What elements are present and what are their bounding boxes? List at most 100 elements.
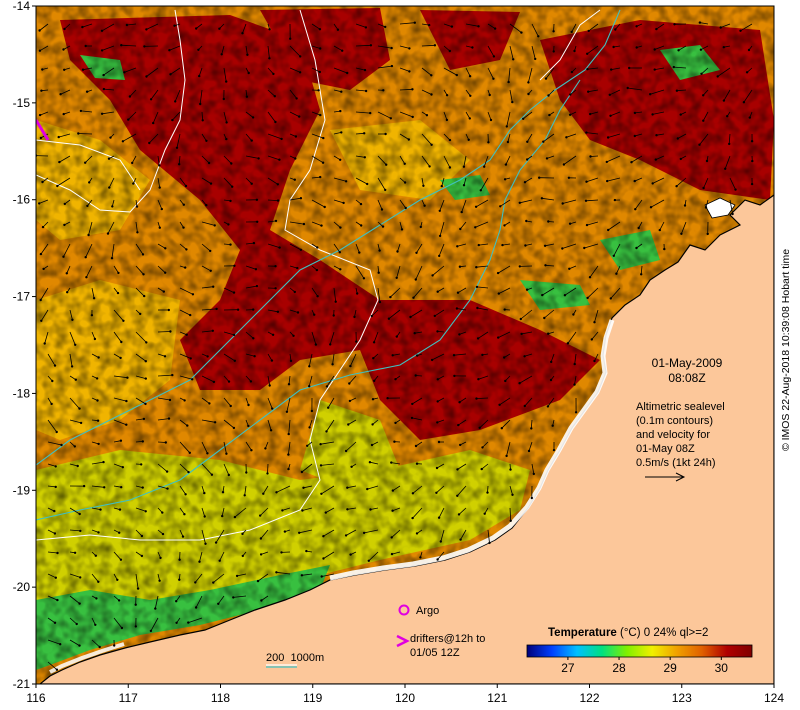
velocity-arrow-head — [97, 442, 100, 446]
velocity-arrow-head — [561, 202, 564, 205]
velocity-arrow-head — [78, 512, 81, 516]
velocity-arrow — [311, 331, 317, 345]
velocity-arrow — [607, 177, 621, 182]
velocity-arrow — [150, 89, 159, 100]
velocity-arrow-head — [573, 362, 576, 366]
velocity-arrow — [157, 463, 168, 472]
velocity-arrow-head — [302, 486, 305, 489]
velocity-arrow-head — [94, 554, 98, 557]
velocity-arrow — [179, 441, 191, 454]
velocity-arrow-head — [259, 537, 263, 540]
velocity-arrow — [333, 132, 342, 135]
velocity-arrow — [676, 89, 687, 92]
velocity-arrow — [267, 45, 270, 59]
velocity-arrow-head — [640, 273, 643, 276]
velocity-arrow-head — [60, 443, 63, 447]
velocity-arrow-head — [203, 491, 206, 495]
velocity-arrow-head — [731, 212, 734, 216]
velocity-arrow-head — [255, 198, 259, 201]
velocity-arrow-head — [90, 314, 94, 317]
velocity-arrow — [217, 595, 225, 605]
velocity-arrow — [103, 67, 115, 76]
colorbar-title-rest: (°C) 0 24% ql>=2 — [616, 627, 709, 639]
velocity-arrow-head — [213, 224, 216, 227]
velocity-arrow-head — [518, 265, 521, 268]
velocity-arrow-head — [102, 460, 105, 464]
velocity-arrow-head — [551, 424, 554, 427]
velocity-arrow-head — [259, 514, 262, 517]
velocity-arrow — [201, 485, 205, 494]
drifter-marker-icon — [396, 634, 410, 648]
velocity-arrow — [44, 331, 49, 344]
velocity-arrow — [201, 441, 208, 454]
velocity-arrow — [729, 199, 733, 215]
velocity-arrow — [111, 243, 115, 259]
velocity-arrow — [221, 45, 225, 55]
velocity-arrow — [349, 375, 357, 384]
velocity-arrow-head — [497, 336, 500, 339]
velocity-arrow — [507, 133, 511, 143]
velocity-arrow — [587, 287, 599, 299]
velocity-arrow-head — [144, 510, 147, 513]
velocity-arrow-head — [183, 513, 186, 516]
velocity-arrow — [434, 309, 445, 317]
velocity-arrow-head — [506, 140, 510, 144]
velocity-arrow-head — [471, 46, 474, 49]
velocity-arrow — [333, 243, 341, 253]
velocity-arrow-head — [349, 364, 352, 368]
velocity-arrow — [199, 551, 203, 562]
velocity-arrow-head — [158, 579, 161, 582]
velocity-arrow — [267, 353, 273, 361]
velocity-arrow-head — [316, 295, 319, 298]
velocity-arrow — [355, 155, 365, 158]
velocity-arrow-head — [407, 138, 410, 141]
velocity-arrow — [179, 287, 194, 295]
velocity-arrow-head — [630, 161, 633, 164]
velocity-arrow-head — [394, 378, 397, 381]
velocity-arrow-head — [373, 379, 376, 382]
velocity-arrow — [178, 155, 181, 165]
velocity-arrow-head — [295, 97, 298, 100]
velocity-arrow — [570, 89, 577, 95]
velocity-arrow-head — [175, 600, 178, 603]
velocity-arrow — [681, 221, 687, 234]
velocity-arrow-head — [100, 49, 104, 52]
velocity-arrow — [421, 133, 432, 146]
velocity-arrow-head — [573, 49, 576, 53]
velocity-arrow — [135, 418, 144, 421]
velocity-arrow-head — [544, 264, 547, 267]
velocity-arrow-head — [751, 159, 754, 163]
velocity-arrow-head — [468, 75, 472, 78]
velocity-arrow — [122, 133, 137, 142]
velocity-arrow-head — [457, 513, 461, 516]
velocity-arrow — [276, 571, 291, 575]
velocity-arrow — [390, 287, 401, 298]
velocity-arrow-head — [606, 179, 609, 183]
velocity-arrow-head — [184, 184, 188, 188]
velocity-arrow — [571, 23, 577, 33]
velocity-arrow — [69, 353, 73, 367]
velocity-arrow-head — [141, 253, 145, 256]
velocity-arrow-head — [92, 297, 96, 300]
velocity-arrow — [616, 265, 621, 274]
velocity-arrow — [720, 23, 731, 28]
velocity-arrow-head — [651, 182, 654, 185]
velocity-arrow-head — [561, 247, 564, 250]
velocity-arrow-head — [680, 232, 683, 235]
velocity-arrow — [245, 441, 252, 451]
velocity-arrow-head — [585, 180, 588, 183]
velocity-arrow — [221, 507, 225, 517]
velocity-arrow — [301, 463, 313, 473]
velocity-arrow — [476, 265, 489, 268]
velocity-arrow-head — [411, 516, 414, 520]
velocity-arrow-head — [84, 44, 87, 48]
velocity-arrow-head — [673, 23, 676, 26]
velocity-arrow-head — [346, 71, 349, 75]
velocity-arrow-head — [552, 50, 555, 53]
velocity-arrow — [326, 419, 335, 432]
velocity-arrow-head — [518, 382, 521, 385]
velocity-arrow-head — [148, 141, 151, 145]
velocity-arrow — [530, 419, 533, 429]
drifter-track — [36, 119, 50, 141]
velocity-arrow — [195, 595, 203, 608]
